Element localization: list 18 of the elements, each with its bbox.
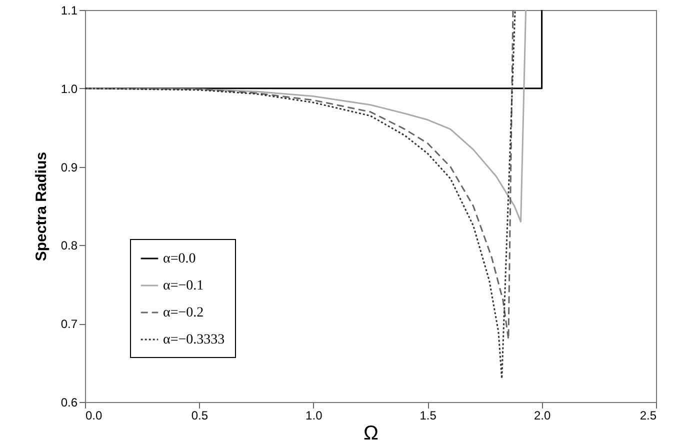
y-tick-label: 1.1 [60, 4, 78, 18]
x-tick-label: 1.5 [420, 408, 437, 422]
y-tick-label: 0.7 [60, 317, 78, 332]
y-tick-label: 0.6 [60, 396, 78, 410]
x-tick-label: 0.5 [191, 408, 208, 422]
legend-label: α=−0.3333 [163, 332, 225, 348]
y-tick-label: 0.9 [60, 160, 78, 174]
y-axis-title: Spectra Radius [32, 152, 50, 262]
y-tick-label: 0.8 [60, 238, 78, 253]
legend-label: α=−0.1 [163, 278, 204, 294]
x-tick-label: 0.0 [86, 408, 103, 422]
legend-label: α=−0.2 [163, 306, 204, 320]
x-tick-label: 1.0 [306, 408, 323, 422]
x-axis-title: Ω [364, 422, 379, 443]
x-tick-label: 2.5 [640, 408, 657, 422]
legend-label: α=0.0 [163, 252, 196, 266]
y-tick-label: 1.0 [60, 82, 78, 96]
x-tick-label: 2.0 [534, 408, 551, 422]
